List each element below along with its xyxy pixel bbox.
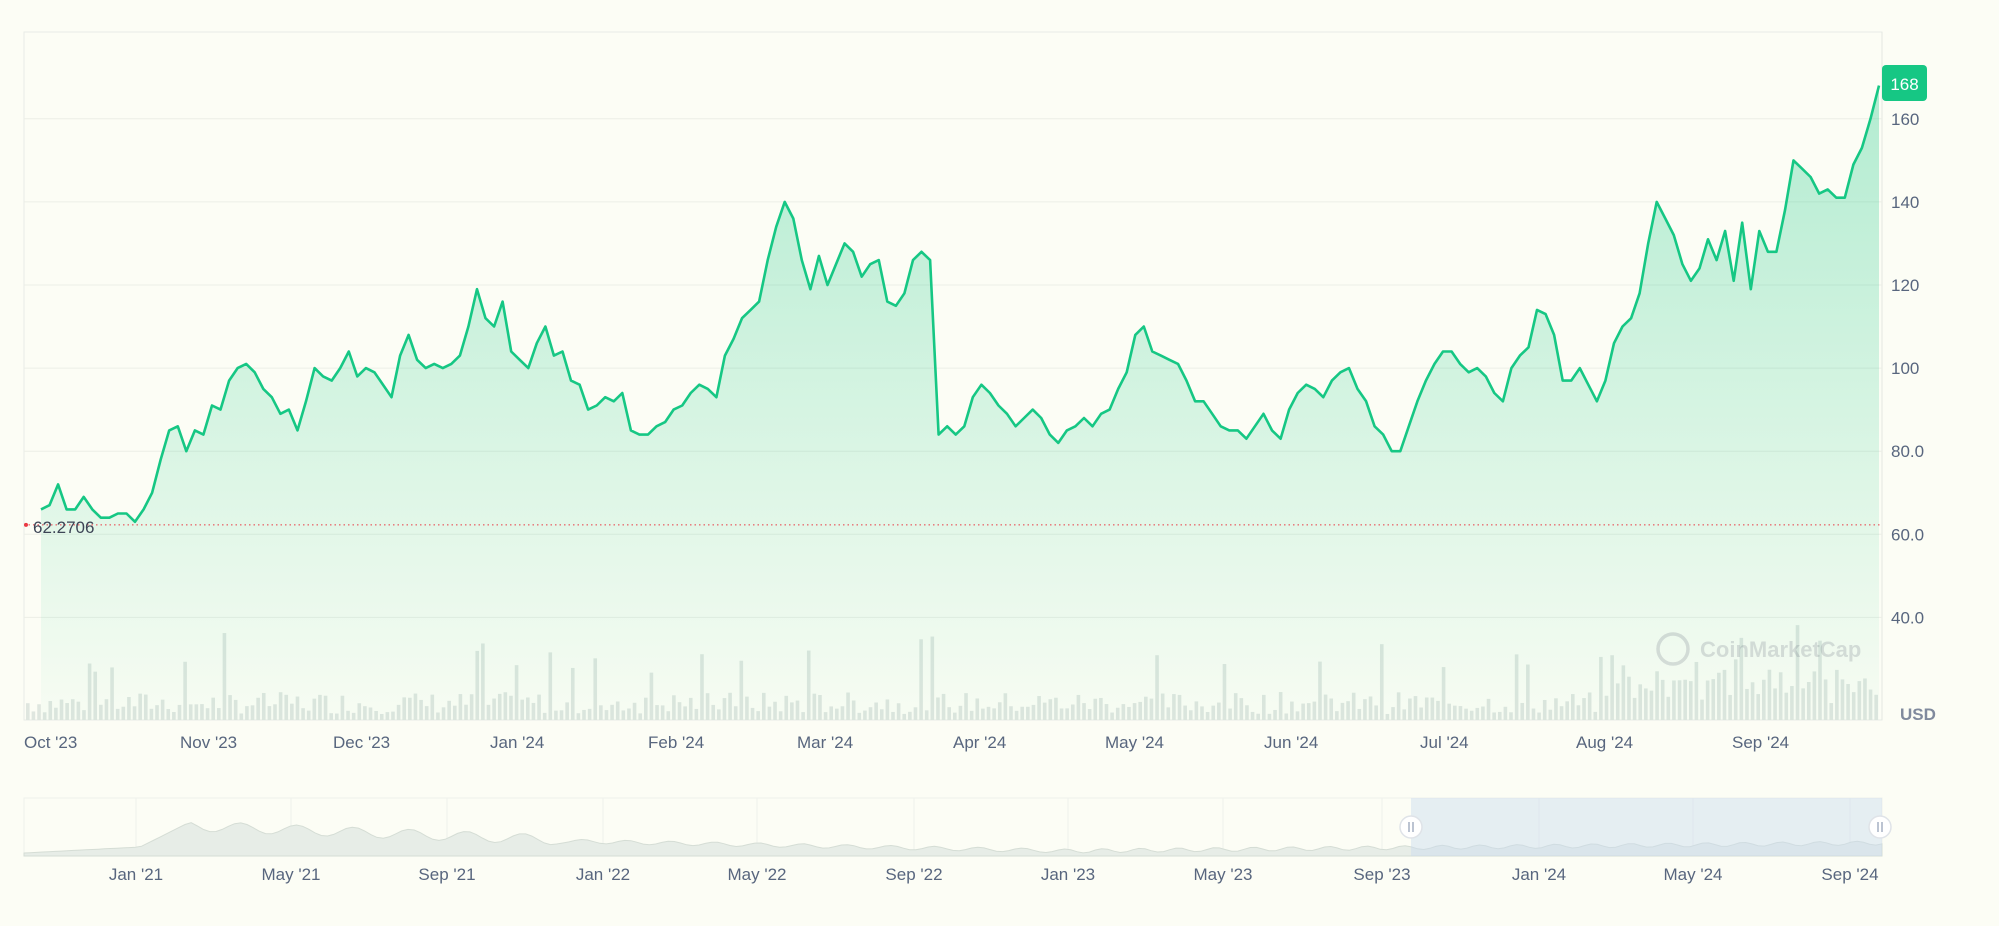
- navigator-x-tick-label: May '23: [1194, 865, 1253, 884]
- navigator-x-tick-label: May '24: [1664, 865, 1723, 884]
- navigator-history-area: [23, 822, 1883, 857]
- x-tick-label: May '24: [1105, 733, 1164, 752]
- x-axis-ticks: Oct '23 Nov '23 Dec '23 Jan '24 Feb '24 Mar '…: [24, 733, 1789, 752]
- volume-bar: [37, 704, 41, 720]
- right-handle-circle[interactable]: [1868, 815, 1892, 839]
- navigator-x-tick-label: Sep '21: [418, 865, 475, 884]
- x-tick-label: Dec '23: [333, 733, 390, 752]
- current-price-badge: 168: [1882, 65, 1927, 101]
- baseline-marker: [24, 522, 28, 527]
- baseline-layer: 62.2706: [24, 518, 1882, 537]
- current-price-value: 168: [1890, 75, 1918, 94]
- y-tick-label: 60.0: [1891, 525, 1924, 544]
- navigator-x-tick-label: Jan '24: [1512, 865, 1566, 884]
- x-tick-label: Mar '24: [797, 733, 853, 752]
- price-area-layer: [40, 85, 1881, 721]
- x-tick-label: Jun '24: [1264, 733, 1318, 752]
- navigator-x-tick-label: Sep '23: [1353, 865, 1410, 884]
- x-tick-label: Sep '24: [1732, 733, 1789, 752]
- y-tick-label: 100: [1891, 359, 1919, 378]
- navigator-right-handle[interactable]: [1868, 815, 1892, 839]
- x-tick-label: Nov '23: [180, 733, 237, 752]
- x-tick-label: Oct '23: [24, 733, 77, 752]
- y-tick-label: 120: [1891, 276, 1919, 295]
- volume-bar: [31, 711, 36, 720]
- navigator-left-handle[interactable]: [1399, 815, 1423, 839]
- price-area-fill: [41, 85, 1879, 721]
- watermark-text: CoinMarketCap: [1700, 637, 1861, 662]
- range-navigator[interactable]: Jan '21 May '21 Sep '21 Jan '22 May '22 Sep '…: [23, 797, 1892, 884]
- navigator-x-tick-label: Sep '22: [885, 865, 942, 884]
- left-handle-circle[interactable]: [1399, 815, 1423, 839]
- x-tick-label: Jul '24: [1420, 733, 1469, 752]
- x-tick-label: Feb '24: [648, 733, 704, 752]
- x-tick-label: Aug '24: [1576, 733, 1633, 752]
- navigator-selected-range[interactable]: [1411, 798, 1882, 856]
- volume-bar: [26, 703, 30, 720]
- x-tick-label: Apr '24: [953, 733, 1006, 752]
- current-price-badge-bg: [1882, 65, 1927, 101]
- navigator-x-tick-label: Jan '22: [576, 865, 630, 884]
- y-tick-label: 80.0: [1891, 442, 1924, 461]
- x-tick-label: Jan '24: [490, 733, 544, 752]
- baseline-label: 62.2706: [33, 518, 94, 537]
- watermark: CoinMarketCap: [1656, 632, 1861, 666]
- navigator-x-ticks: Jan '21 May '21 Sep '21 Jan '22 May '22 Sep '…: [109, 865, 1879, 884]
- y-tick-label: 40.0: [1891, 608, 1924, 627]
- currency-label: USD: [1900, 705, 1936, 724]
- navigator-x-tick-label: May '22: [728, 865, 787, 884]
- navigator-x-tick-label: May '21: [262, 865, 321, 884]
- y-tick-label: 160: [1891, 110, 1919, 129]
- price-line: [40, 85, 1881, 524]
- navigator-x-tick-label: Jan '23: [1041, 865, 1095, 884]
- navigator-x-tick-label: Sep '24: [1821, 865, 1878, 884]
- y-axis-ticks: 40.0 60.0 80.0 100 120 140 160: [1891, 110, 1924, 628]
- navigator-x-tick-label: Jan '21: [109, 865, 163, 884]
- y-tick-label: 140: [1891, 193, 1919, 212]
- watermark-logo-icon: [1656, 632, 1690, 666]
